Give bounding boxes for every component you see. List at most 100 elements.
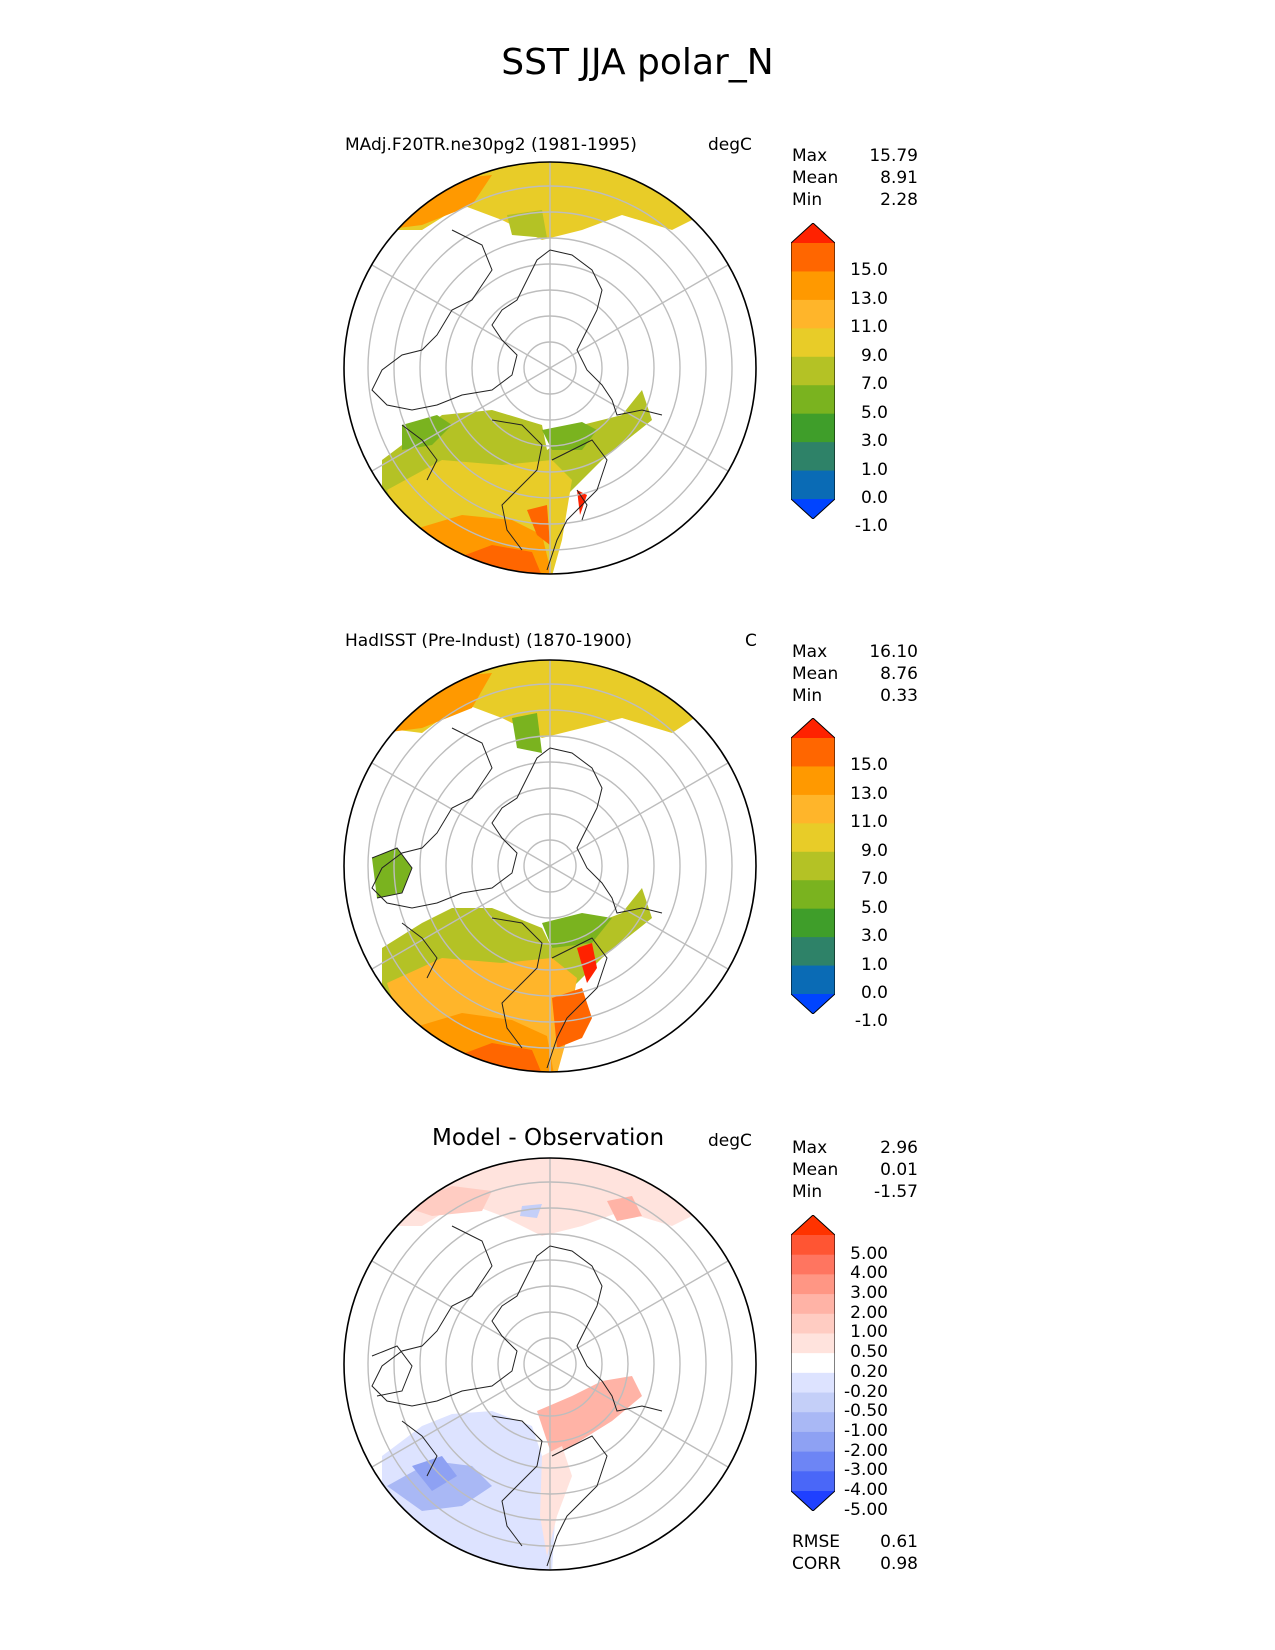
colorbar-tick-label: 4.00 bbox=[850, 1263, 888, 1284]
colorbar-segment bbox=[791, 1274, 835, 1295]
colorbar-tick-label: 1.0 bbox=[860, 459, 888, 480]
colorbar-segment bbox=[791, 271, 835, 301]
colorbar-tick-label: 0.50 bbox=[850, 1342, 888, 1363]
bering-cool bbox=[507, 210, 547, 238]
map-boundary bbox=[343, 161, 757, 575]
labrador-strong-cool bbox=[412, 1456, 457, 1491]
north-sea-warm bbox=[527, 505, 550, 545]
colorbar-segment bbox=[791, 880, 835, 910]
colorbar-tick-label: 0.0 bbox=[860, 488, 888, 508]
test-colorbar bbox=[791, 223, 835, 519]
colorbar-tick-label: 13.0 bbox=[850, 288, 888, 309]
colorbar-tick-label: 0.20 bbox=[850, 1361, 888, 1382]
colorbar-segment bbox=[791, 908, 835, 938]
colorbar-segment bbox=[791, 1294, 835, 1315]
colorbar-tick-label: -4.00 bbox=[844, 1480, 888, 1500]
test-polar-map bbox=[343, 161, 757, 575]
colorbar-tick-label: 0.0 bbox=[860, 983, 888, 1003]
colorbar-segment bbox=[791, 1313, 835, 1334]
colorbar-tick-label: 11.0 bbox=[850, 812, 888, 833]
colorbar-segment bbox=[791, 794, 835, 824]
colorbar-tick-label: -1.0 bbox=[854, 1011, 888, 1032]
colorbar-segment bbox=[791, 243, 835, 272]
ref-colorbar bbox=[791, 718, 835, 1014]
pacific-warm-bias bbox=[402, 1186, 492, 1216]
barents-warm-bias bbox=[537, 1376, 642, 1456]
stat-min: Min 0.33 bbox=[792, 686, 918, 706]
colorbar-tick-label: 9.0 bbox=[860, 345, 888, 366]
colorbar-tick-label: 3.0 bbox=[860, 431, 888, 452]
metric-corr: CORR 0.98 bbox=[792, 1554, 918, 1574]
colorbar-tick-label: 5.0 bbox=[860, 897, 888, 918]
colorbar-segment bbox=[791, 851, 835, 881]
bering-cool-bias bbox=[520, 1204, 542, 1218]
stat-mean: Mean 8.76 bbox=[792, 664, 918, 684]
test-panel-title: MAdj.F20TR.ne30pg2 (1981-1995) bbox=[345, 135, 637, 155]
colorbar-extend-bottom bbox=[791, 1491, 835, 1511]
norwegian-warm-bias bbox=[540, 1446, 572, 1556]
hudson-bay-green bbox=[372, 848, 412, 898]
metric-rmse: RMSE 0.61 bbox=[792, 1532, 918, 1552]
colorbar-extend-top bbox=[791, 1215, 835, 1235]
colorbar-tick-label: 13.0 bbox=[850, 783, 888, 804]
test-panel-units: degC bbox=[708, 135, 752, 155]
bering-green bbox=[512, 713, 542, 753]
ref-panel-units: C bbox=[745, 631, 757, 651]
barents-green bbox=[542, 913, 612, 948]
colorbar-segment bbox=[791, 965, 835, 995]
colorbar-tick-label: -0.20 bbox=[844, 1381, 888, 1402]
graticule bbox=[367, 162, 733, 574]
colorbar-tick-label: 7.0 bbox=[860, 869, 888, 890]
colorbar-segment bbox=[791, 1353, 835, 1374]
test-stats-box: Max 15.79 Mean 8.91 Min 2.28 bbox=[792, 145, 918, 211]
colorbar-extend-top bbox=[791, 223, 835, 243]
colorbar-segment bbox=[791, 1333, 835, 1354]
colorbar-segment bbox=[791, 1372, 835, 1394]
colorbar-tick-label: 1.00 bbox=[850, 1322, 888, 1343]
graticule bbox=[367, 1158, 733, 1570]
stat-max: Max 15.79 bbox=[792, 146, 918, 166]
colorbar-extend-top bbox=[791, 718, 835, 738]
colorbar-tick-label: 2.00 bbox=[850, 1302, 888, 1323]
colorbar-tick-label: 15.0 bbox=[850, 260, 888, 281]
diff-stats-box: Max 2.96 Mean 0.01 Min -1.57 bbox=[792, 1137, 918, 1203]
diff-metrics-box: RMSE 0.61 CORR 0.98 bbox=[792, 1531, 918, 1575]
colorbar-tick-label: -5.00 bbox=[844, 1499, 888, 1520]
colorbar-tick-label: -1.0 bbox=[854, 516, 888, 537]
colorbar-tick-label: 3.0 bbox=[860, 926, 888, 947]
colorbar-tick-label: -1.00 bbox=[844, 1420, 888, 1441]
stat-min: Min 2.28 bbox=[792, 190, 918, 210]
stat-min: Min -1.57 bbox=[792, 1182, 918, 1202]
colorbar-segment bbox=[791, 823, 835, 853]
colorbar-tick-label: -3.00 bbox=[844, 1460, 888, 1481]
colorbar-tick-label: 3.00 bbox=[850, 1283, 888, 1304]
stat-max: Max 2.96 bbox=[792, 1138, 918, 1158]
colorbar-segment bbox=[791, 328, 835, 358]
coastlines bbox=[371, 229, 663, 571]
colorbar-segment bbox=[791, 1412, 835, 1433]
colorbar-segment bbox=[791, 1431, 835, 1453]
colorbar-extend-bottom bbox=[791, 994, 835, 1014]
colorbar-segment bbox=[791, 299, 835, 329]
colorbar-tick-label: -0.50 bbox=[844, 1401, 888, 1422]
colorbar-tick-label: -2.00 bbox=[844, 1440, 888, 1461]
baltic-hot bbox=[577, 490, 587, 515]
colorbar-segment bbox=[791, 1235, 835, 1256]
colorbar-segment bbox=[791, 470, 835, 500]
coastlines bbox=[371, 727, 663, 1069]
diff-polar-map bbox=[343, 1157, 757, 1571]
colorbar-segment bbox=[791, 356, 835, 386]
map-boundary bbox=[343, 1157, 757, 1571]
ref-stats-box: Max 16.10 Mean 8.76 Min 0.33 bbox=[792, 641, 918, 707]
diff-panel-title: Model - Observation bbox=[432, 1125, 665, 1151]
stat-mean: Mean 0.01 bbox=[792, 1160, 918, 1180]
colorbar-tick-label: 5.0 bbox=[860, 402, 888, 423]
colorbar-tick-label: 7.0 bbox=[860, 374, 888, 395]
stat-max: Max 16.10 bbox=[792, 642, 918, 662]
diff-colorbar bbox=[791, 1215, 835, 1511]
colorbar-tick-label: 1.0 bbox=[860, 954, 888, 975]
colorbar-extend-bottom bbox=[791, 499, 835, 519]
colorbar-tick-label: 5.00 bbox=[850, 1243, 888, 1264]
colorbar-tick-label: 11.0 bbox=[850, 317, 888, 338]
map-boundary bbox=[343, 659, 757, 1073]
